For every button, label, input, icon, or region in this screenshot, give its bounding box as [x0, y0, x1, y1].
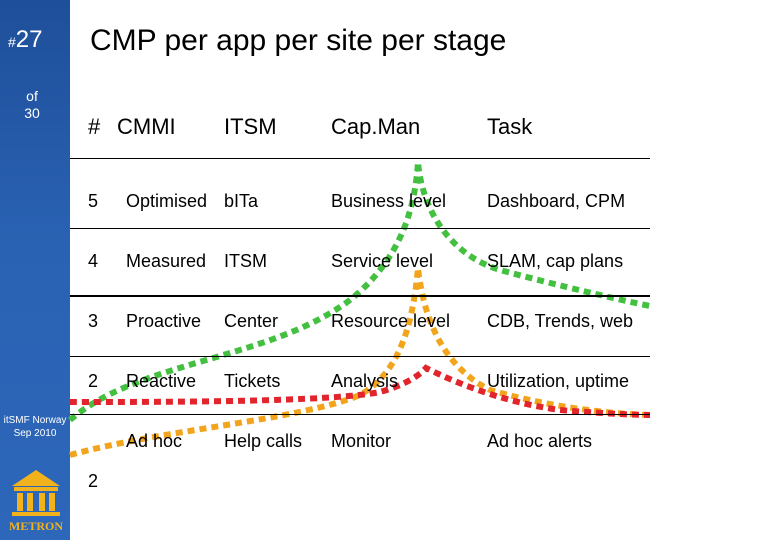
row-capman: Business level: [331, 191, 447, 211]
row-task: Utilization, uptime: [487, 371, 630, 391]
row-capman: Monitor: [331, 431, 392, 451]
row-task: SLAM, cap plans: [487, 251, 624, 271]
row-level: 3: [88, 311, 99, 331]
metron-logo-icon: METRON: [9, 470, 63, 533]
slide-number-value: 27: [15, 26, 43, 53]
slide-hash: #: [8, 34, 16, 50]
red-curve: [69, 364, 651, 418]
slide-title: CMP per app per site per stage: [90, 24, 507, 57]
row-itsm: Help calls: [224, 431, 303, 451]
row-capman: Service level: [331, 251, 434, 271]
row-itsm: ITSM: [224, 251, 267, 271]
row-rule: [70, 228, 650, 229]
header-rule: [70, 158, 650, 159]
row-capman: Analysis: [331, 371, 399, 391]
row-level: 5: [88, 191, 99, 211]
row-cmmi: Ad hoc: [126, 431, 183, 451]
row-cmmi: Measured: [126, 251, 207, 271]
row-itsm: bITa: [224, 191, 259, 211]
row-task: Dashboard, CPM: [487, 191, 626, 211]
row-level: 2: [88, 471, 99, 491]
row-itsm: Tickets: [224, 371, 281, 391]
org-line1: itSMF Norway: [3, 415, 67, 426]
org-label: itSMF Norway Sep 2010: [0, 414, 70, 440]
slide-total-value: 30: [24, 105, 40, 121]
slide-of-label: of: [26, 88, 38, 104]
svg-text:METRON: METRON: [9, 519, 63, 533]
row-task: CDB, Trends, web: [487, 311, 634, 331]
green-curve: [68, 161, 651, 423]
header-task: Task: [487, 114, 533, 139]
row-rule: [70, 414, 650, 415]
row-task: Ad hoc alerts: [487, 431, 593, 451]
header-cmmi: CMMI: [117, 114, 176, 139]
slide-total: of 30: [0, 88, 64, 122]
sidebar: #27 of 30 itSMF Norway Sep 2010 METRON: [0, 0, 70, 540]
header-capman: Cap.Man: [331, 114, 421, 139]
orange-curve: [69, 267, 651, 458]
row-capman: Resource level: [331, 311, 451, 331]
org-line2: Sep 2010: [13, 428, 57, 439]
row-cmmi: Proactive: [126, 311, 202, 331]
row-level: 4: [88, 251, 99, 271]
row-rule: [70, 295, 650, 297]
header-itsm: ITSM: [224, 114, 277, 139]
row-rule: [70, 356, 650, 357]
slide-number: #27: [8, 26, 43, 54]
row-cmmi: Reactive: [126, 371, 197, 391]
row-cmmi: Optimised: [126, 191, 208, 211]
row-itsm: Center: [224, 311, 279, 331]
row-level: 2: [88, 371, 99, 391]
header-level: #: [88, 114, 101, 139]
